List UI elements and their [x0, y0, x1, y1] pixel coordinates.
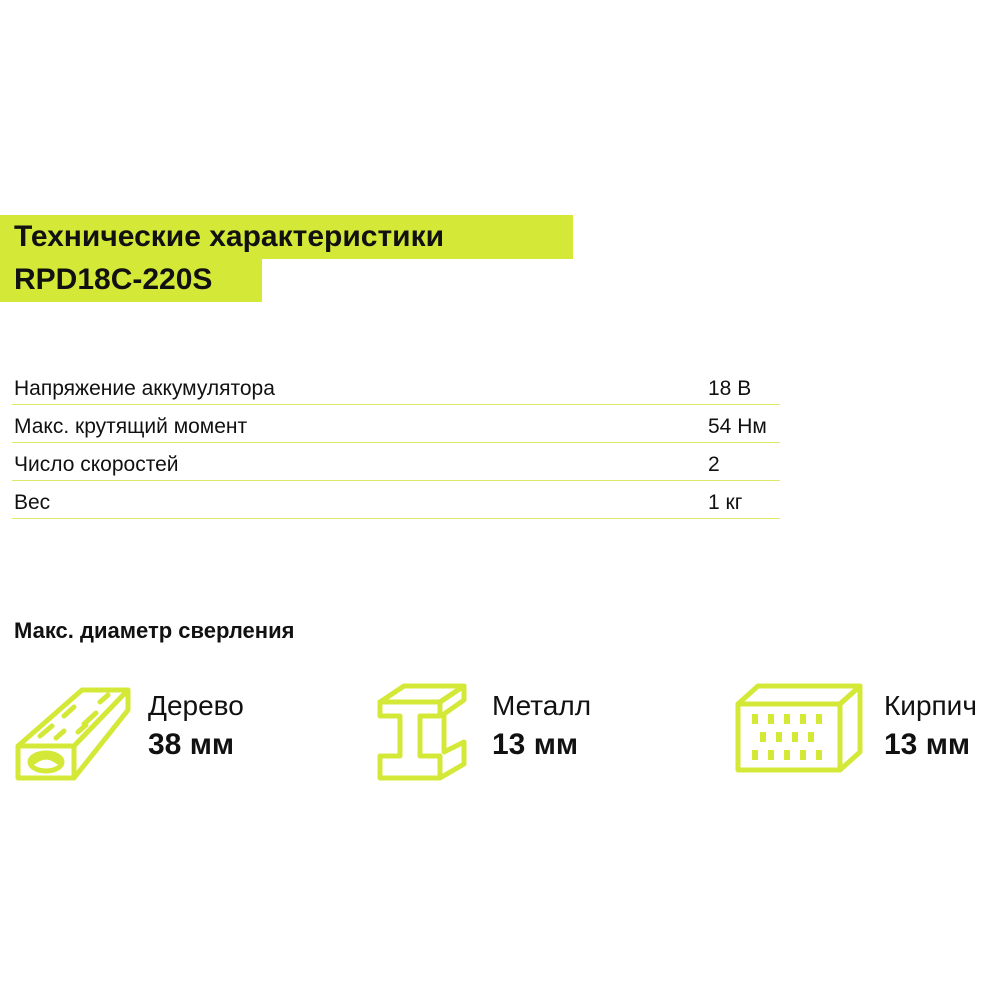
spec-label: Макс. крутящий момент [14, 415, 248, 438]
specs-table: Напряжение аккумулятора 18 В Макс. крутя… [12, 367, 780, 519]
drilling-diameter-title: Макс. диаметр сверления [14, 618, 295, 643]
steel-beam-icon [377, 683, 467, 781]
spec-value: 2 [708, 453, 720, 476]
wood-plank-icon [15, 687, 131, 781]
material-name: Кирпич [884, 690, 977, 721]
brick-icon [735, 683, 863, 773]
spec-value: 1 кг [708, 491, 743, 514]
spec-row: Напряжение аккумулятора 18 В [12, 367, 780, 405]
model-number: RPD18C-220S [0, 258, 262, 302]
spec-value: 54 Нм [708, 415, 767, 438]
spec-label: Вес [14, 491, 51, 514]
spec-label: Число скоростей [14, 453, 179, 476]
spec-row: Число скоростей 2 [12, 443, 780, 481]
material-value: 38 мм [148, 728, 235, 761]
spec-row: Макс. крутящий момент 54 Нм [12, 405, 780, 443]
material-name: Металл [492, 690, 592, 721]
spec-label: Напряжение аккумулятора [14, 377, 275, 400]
material-value: 13 мм [492, 728, 579, 761]
spec-value: 18 В [708, 377, 752, 400]
material-name: Дерево [148, 690, 244, 721]
page-title: Технические характеристики [0, 215, 573, 259]
spec-row: Вес 1 кг [12, 481, 780, 519]
material-value: 13 мм [884, 728, 971, 761]
